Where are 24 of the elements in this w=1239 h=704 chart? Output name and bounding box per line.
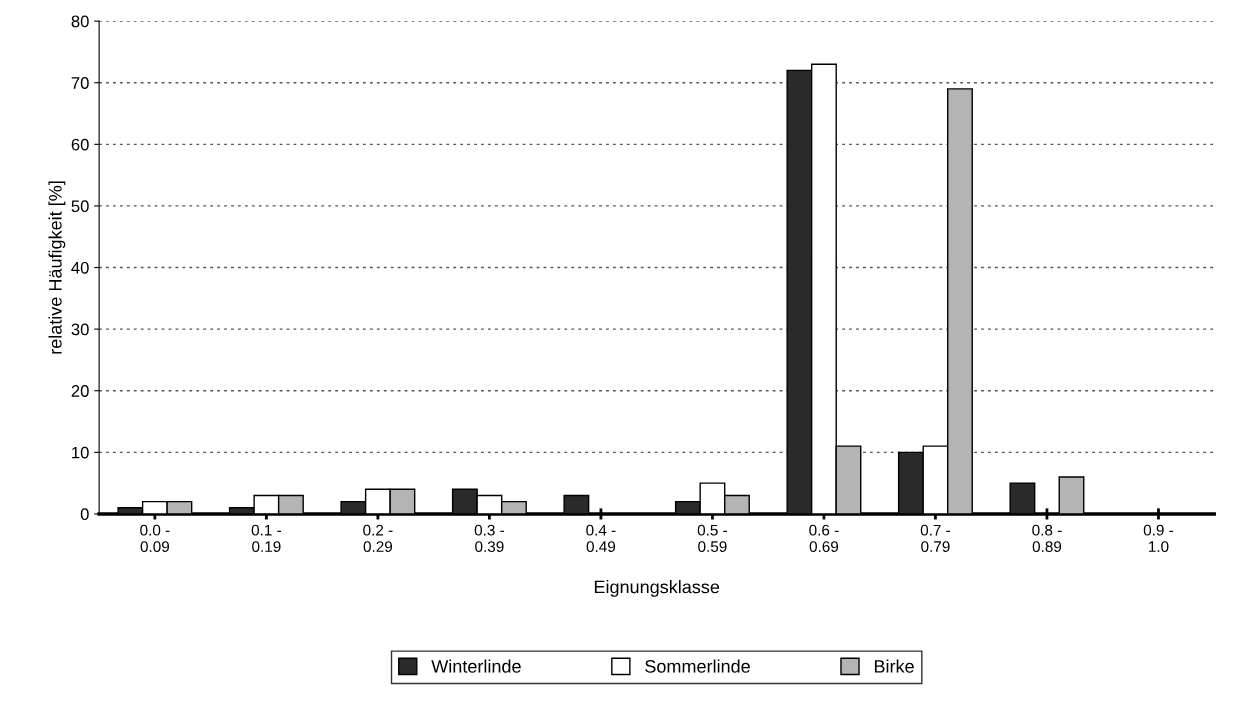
- legend-label: Birke: [874, 659, 914, 673]
- x-tick-label: 0.1 - 0.19: [251, 524, 281, 553]
- x-tick-label: 0.6 - 0.69: [809, 524, 839, 553]
- x-tick-label: 0.8 - 0.89: [1032, 524, 1062, 553]
- y-tick-label: 70: [71, 77, 89, 89]
- legend-label: Sommerlinde: [645, 659, 750, 673]
- x-tick-label: 0.4 - 0.49: [586, 524, 616, 553]
- x-tick-label: 0.0 - 0.09: [140, 524, 170, 553]
- y-tick-label: 80: [71, 15, 89, 28]
- x-tick-label: 0.9 - 1.0: [1143, 524, 1174, 553]
- y-axis-title: relative Häufigkeit [%]: [48, 181, 66, 354]
- y-tick-label: 50: [71, 200, 89, 213]
- y-tick-label: 60: [71, 138, 89, 151]
- x-tick-label: 0.7 - 0.79: [920, 524, 951, 553]
- x-tick-label: 0.2 - 0.29: [363, 524, 393, 553]
- y-tick-label: 40: [71, 261, 89, 274]
- x-tick-label: 0.5 - 0.59: [697, 524, 728, 553]
- y-tick-label: 30: [71, 323, 89, 336]
- legend-label: Winterlinde: [431, 659, 521, 673]
- y-tick-label: 20: [71, 385, 89, 397]
- y-tick-label: 0: [80, 508, 89, 521]
- y-tick-label: 10: [72, 446, 89, 459]
- x-axis-title: Eignungsklasse: [594, 580, 720, 597]
- x-tick-label: 0.3 - 0.39: [474, 524, 505, 553]
